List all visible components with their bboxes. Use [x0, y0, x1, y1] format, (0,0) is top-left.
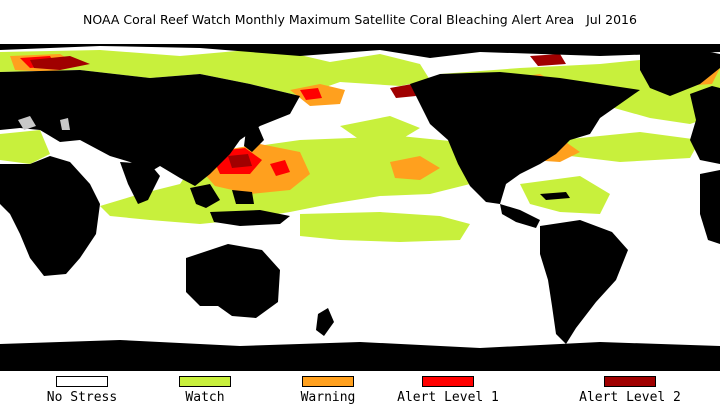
legend-swatch-alert-level-1: [422, 376, 474, 387]
legend-label-alert-level-1: Alert Level 1: [397, 390, 499, 405]
legend-swatch-warning: [302, 376, 354, 387]
legend-no-stress: No Stress: [22, 376, 142, 411]
legend-alert-level-1: Alert Level 1: [388, 376, 508, 411]
alert2-regions: [30, 54, 566, 168]
ice-patches: [18, 116, 70, 130]
land-masses: [0, 44, 720, 371]
legend-swatch-watch: [179, 376, 231, 387]
legend-swatch-alert-level-2: [604, 376, 656, 387]
legend-label-watch: Watch: [185, 390, 225, 405]
legend-swatch-no-stress: [56, 376, 108, 387]
legend-warning: Warning: [268, 376, 388, 411]
bleaching-map: [0, 44, 720, 371]
title-text: NOAA Coral Reef Watch Monthly Maximum Sa…: [83, 12, 575, 27]
legend-alert-level-2: Alert Level 2: [570, 376, 690, 411]
legend-watch: Watch: [145, 376, 265, 411]
legend-label-alert-level-2: Alert Level 2: [579, 390, 681, 405]
legend-label-warning: Warning: [300, 390, 356, 405]
map-canvas: [0, 44, 720, 371]
map-title: NOAA Coral Reef Watch Monthly Maximum Sa…: [0, 12, 720, 27]
title-period: Jul 2016: [586, 12, 637, 27]
legend-label-no-stress: No Stress: [46, 390, 118, 405]
map-legend: No Stress Watch Warning Alert Level 1 Al…: [0, 376, 720, 411]
